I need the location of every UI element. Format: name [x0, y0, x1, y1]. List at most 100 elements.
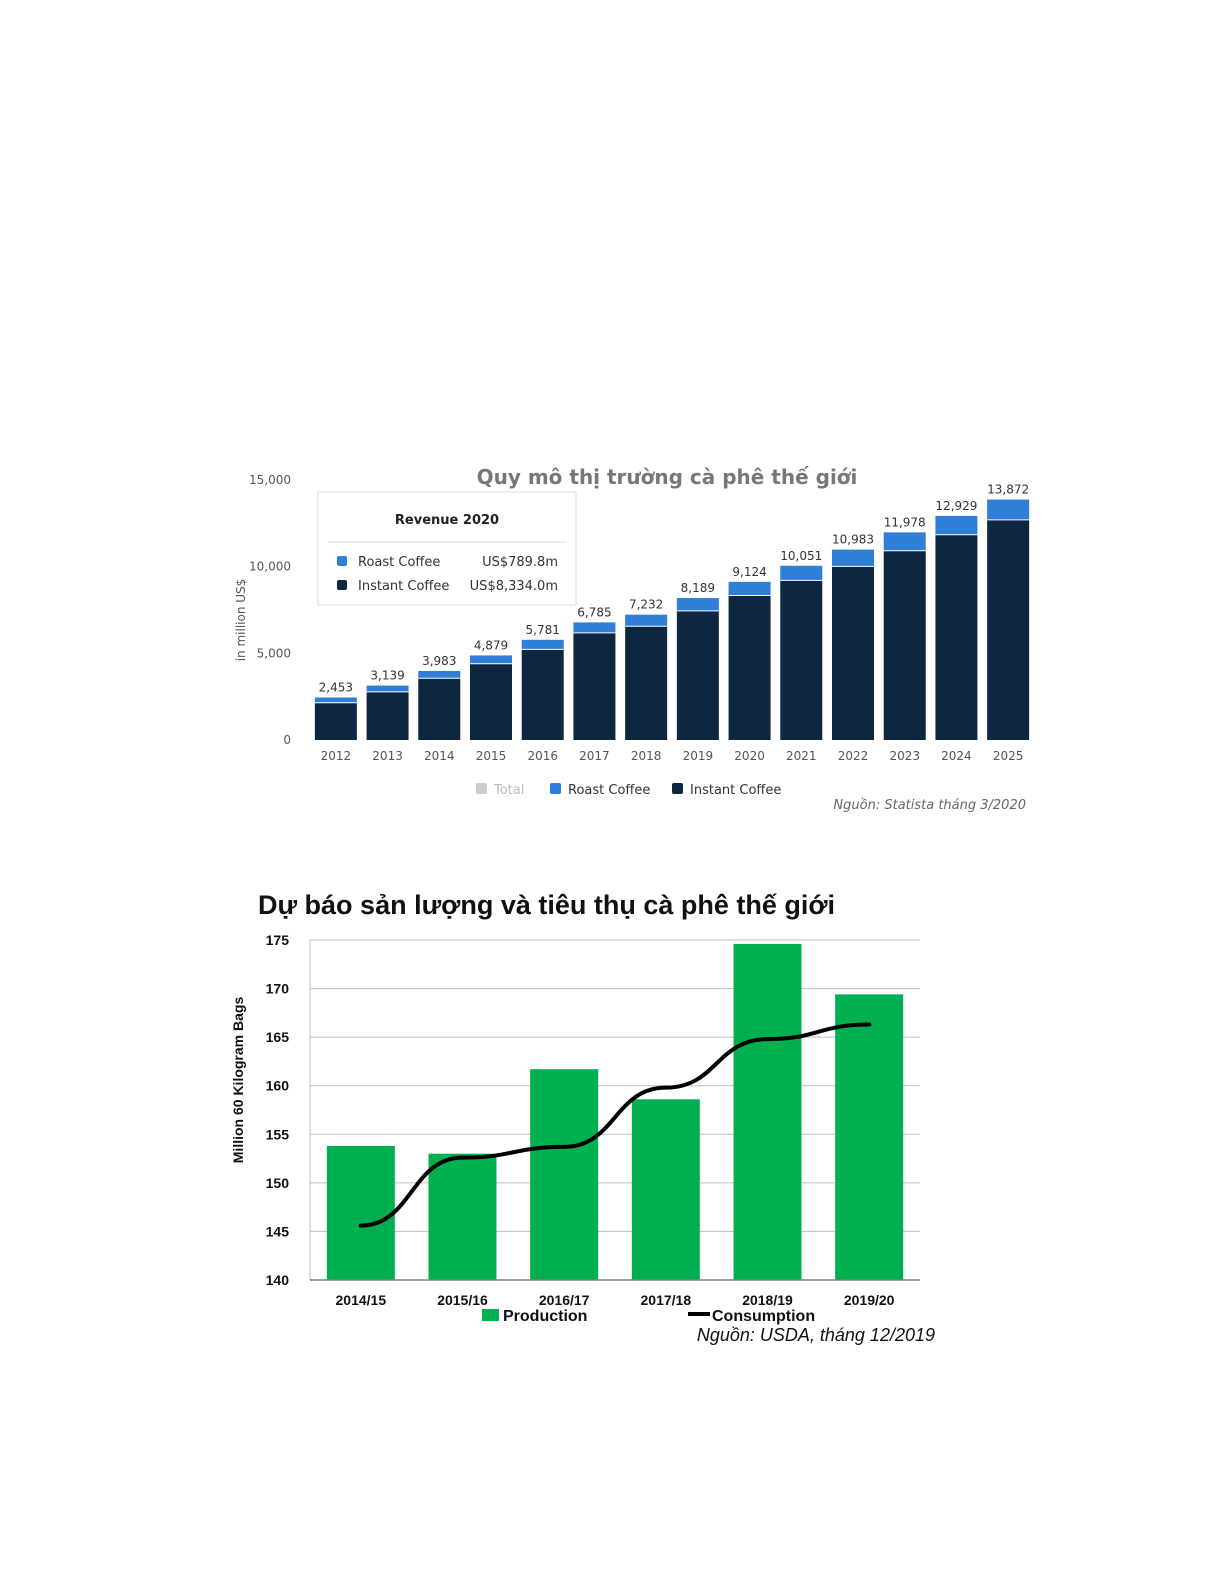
legend-roast-label[interactable]: Roast Coffee	[568, 783, 650, 798]
chart1-y-axis: 0 5,000 10,000 15,000	[249, 473, 291, 747]
chart2-x-tick-label: 2019/20	[844, 1292, 895, 1308]
tooltip-roast-swatch	[337, 556, 347, 566]
tooltip-roast-label: Roast Coffee	[358, 555, 440, 570]
bar-instant-coffee-2020[interactable]	[728, 595, 771, 740]
bar-total-label-2024: 12,929	[935, 499, 977, 513]
bar-roast-coffee-2015[interactable]	[470, 655, 512, 664]
chart2-y-tick-label: 140	[266, 1272, 290, 1288]
chart1-x-tick-label: 2019	[683, 749, 714, 763]
chart1-x-tick-label: 2022	[838, 749, 869, 763]
legend-instant-swatch	[672, 783, 683, 794]
bar-roast-coffee-2022[interactable]	[832, 549, 874, 567]
bar-production-2014/15[interactable]	[326, 1145, 395, 1280]
bar-instant-coffee-2022[interactable]	[832, 566, 874, 740]
chart2-y-tick-label: 160	[266, 1078, 290, 1094]
bar-instant-coffee-2013[interactable]	[366, 691, 409, 740]
bar-roast-coffee-2018[interactable]	[625, 614, 668, 627]
chart1-x-tick-label: 2021	[786, 749, 817, 763]
bar-instant-coffee-2025[interactable]	[987, 519, 1030, 740]
chart1-x-tick-label: 2014	[424, 749, 455, 763]
bar-roast-coffee-2013[interactable]	[366, 685, 409, 692]
bar-roast-coffee-2019[interactable]	[676, 598, 719, 611]
bar-production-2018/19[interactable]	[733, 943, 802, 1280]
chart1-x-tick-label: 2016	[527, 749, 558, 763]
chart1-y-tick-label: 15,000	[249, 473, 291, 487]
legend-instant-label[interactable]: Instant Coffee	[690, 783, 781, 798]
bar-roast-coffee-2023[interactable]	[883, 532, 926, 551]
bar-roast-coffee-2012[interactable]	[314, 697, 357, 703]
chart2-x-axis: 2014/15 2015/16 2016/17 2017/18 2018/19 2019/…	[310, 1279, 920, 1308]
bar-roast-coffee-2017[interactable]	[573, 622, 616, 633]
chart1-x-tick-label: 2012	[321, 749, 352, 763]
chart2-consumption-line	[358, 1022, 872, 1228]
bar-total-label-2025: 13,872	[987, 483, 1029, 497]
chart1-y-tick-label: 0	[283, 733, 291, 747]
tooltip-instant-value: US$8,334.0m	[470, 579, 558, 594]
bar-instant-coffee-2023[interactable]	[883, 550, 926, 740]
bar-total-label-2014: 3,983	[422, 654, 456, 668]
bar-roast-coffee-2024[interactable]	[935, 515, 978, 535]
bar-total-label-2017: 6,785	[577, 605, 611, 619]
chart1-x-tick-label: 2025	[993, 749, 1024, 763]
chart2-y-tick-label: 155	[266, 1126, 290, 1142]
bar-production-2017/18[interactable]	[631, 1099, 700, 1280]
bar-total-label-2013: 3,139	[370, 669, 404, 683]
chart1-title: Quy mô thị trường cà phê thế giới	[477, 465, 858, 489]
bar-roast-coffee-2025[interactable]	[987, 499, 1030, 520]
chart2-legend: Production Consumption	[482, 1308, 815, 1325]
chart2-production-bars	[326, 943, 904, 1280]
bar-total-label-2012: 2,453	[319, 680, 353, 694]
bar-instant-coffee-2018[interactable]	[625, 626, 668, 740]
chart2-y-tick-label: 145	[266, 1223, 290, 1239]
tooltip-instant-swatch	[337, 580, 347, 590]
bar-instant-coffee-2016[interactable]	[521, 649, 564, 740]
bar-instant-coffee-2024[interactable]	[935, 534, 978, 740]
tooltip-roast-value: US$789.8m	[482, 555, 558, 570]
bar-roast-coffee-2021[interactable]	[780, 565, 823, 581]
chart2-gridlines	[309, 939, 920, 1281]
bar-instant-coffee-2017[interactable]	[573, 632, 616, 740]
bar-instant-coffee-2019[interactable]	[676, 610, 719, 740]
bar-total-label-2019: 8,189	[681, 581, 715, 595]
bar-roast-coffee-2014[interactable]	[418, 670, 461, 679]
bar-roast-coffee-2020[interactable]	[728, 581, 771, 596]
bar-total-label-2020: 9,124	[732, 565, 766, 579]
legend-production-label[interactable]: Production	[503, 1308, 587, 1325]
chart2-y-tick-label: 165	[266, 1029, 290, 1045]
bar-production-2016/17[interactable]	[530, 1069, 599, 1280]
bar-instant-coffee-2014[interactable]	[418, 678, 461, 740]
chart2-x-tick-label: 2017/18	[641, 1292, 692, 1308]
chart2-y-tick-label: 150	[266, 1175, 290, 1191]
bar-instant-coffee-2012[interactable]	[314, 702, 357, 740]
chart1-x-tick-label: 2015	[476, 749, 507, 763]
bar-total-label-2022: 10,983	[832, 533, 874, 547]
bar-total-label-2015: 4,879	[474, 638, 508, 652]
legend-consumption-label[interactable]: Consumption	[712, 1308, 815, 1325]
legend-total-label[interactable]: Total	[493, 783, 524, 798]
chart2-y-axis-label: Million 60 Kilogram Bags	[230, 997, 246, 1164]
legend-total-swatch	[476, 783, 487, 794]
bar-instant-coffee-2021[interactable]	[780, 580, 823, 740]
chart1-x-tick-label: 2024	[941, 749, 972, 763]
bar-instant-coffee-2015[interactable]	[470, 663, 512, 740]
chart2-x-tick-label: 2014/15	[336, 1292, 387, 1308]
chart2-y-tick-label: 175	[266, 932, 290, 948]
chart1-x-tick-label: 2017	[579, 749, 610, 763]
bar-production-2015/16[interactable]	[428, 1153, 497, 1280]
legend-roast-swatch	[550, 783, 561, 794]
bar-total-label-2016: 5,781	[526, 623, 560, 637]
chart1-x-tick-label: 2018	[631, 749, 662, 763]
chart2-y-tick-label: 170	[266, 981, 290, 997]
tooltip-box	[317, 491, 577, 606]
tooltip-instant-label: Instant Coffee	[358, 579, 449, 594]
bar-roast-coffee-2016[interactable]	[521, 639, 564, 650]
chart1-x-tick-label: 2020	[734, 749, 765, 763]
bar-total-label-2023: 11,978	[884, 515, 926, 529]
bar-production-2019/20[interactable]	[835, 994, 904, 1280]
chart2-x-tick-label: 2018/19	[742, 1292, 793, 1308]
chart1-y-axis-label: in million US$	[234, 579, 248, 662]
chart2-source: Nguồn: USDA, tháng 12/2019	[697, 1325, 935, 1345]
chart1-x-tick-label: 2023	[889, 749, 920, 763]
chart1-legend: Total Roast Coffee Instant Coffee	[476, 783, 781, 798]
chart1-tooltip: Revenue 2020 Roast Coffee US$789.8m Inst…	[317, 491, 577, 606]
